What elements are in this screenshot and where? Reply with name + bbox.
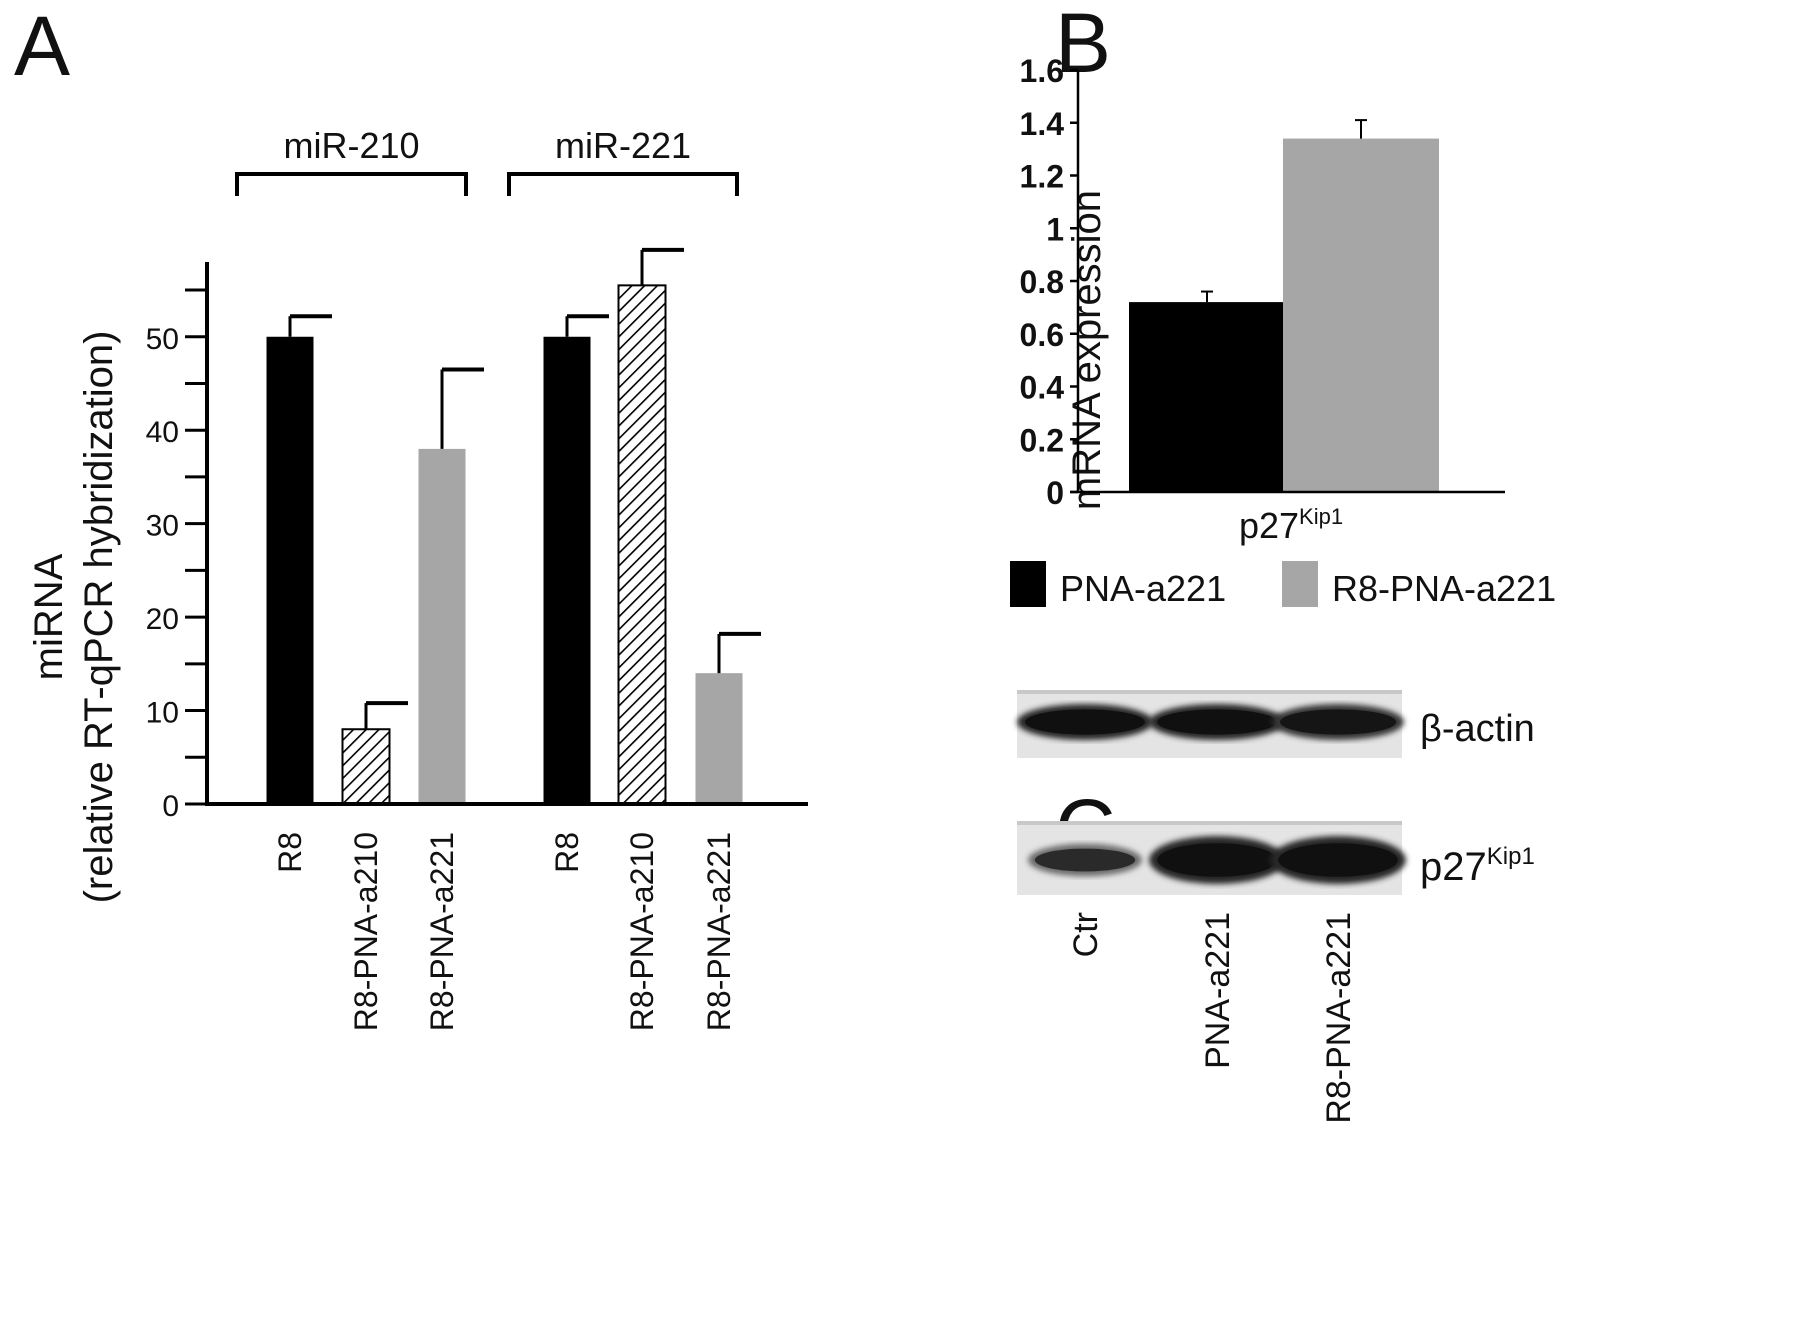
panel-b-y-tick-label: 0.2: [1020, 422, 1064, 458]
blot-lane-label: R8-PNA-a221: [1320, 912, 1358, 1124]
panel-b-y-tick-label: 1.2: [1020, 159, 1064, 195]
panel-a-ylabel-line1: miRNA: [27, 553, 71, 680]
panel-a-category-label: R8-PNA-a210: [348, 832, 384, 1031]
panel-a-bar: [418, 448, 466, 804]
panel-a-bar: [266, 336, 314, 804]
panel-b-y-tick-label: 0.4: [1020, 370, 1065, 406]
panel-b-y-tick-label: 1.6: [1020, 53, 1064, 89]
panel-a-y-tick-label: 50: [146, 323, 179, 356]
panel-a-group-label: miR-221: [555, 125, 691, 166]
panel-b-y-tick-label: 1.4: [1020, 106, 1065, 142]
blot-label-p27: p27Kip1: [1420, 843, 1535, 889]
panel-a-bar: [617, 284, 667, 805]
panel-a-category-label: R8: [549, 832, 585, 873]
blot-band-core: [1034, 848, 1136, 872]
panel-b-y-tick-label: 0.6: [1020, 317, 1064, 353]
panel-b-legend-swatch: [1010, 561, 1046, 607]
panel-a-bar: [543, 336, 591, 804]
panel-b-y-tick-label: 0.8: [1020, 264, 1064, 300]
panel-b-legend-label: PNA-a221: [1060, 568, 1226, 609]
blot-label-beta-actin: β-actin: [1420, 708, 1535, 750]
blot-lane-label: Ctr: [1067, 912, 1105, 957]
panel-c-blot: β-actin p27Kip1 Ctr PNA-a221 R8-PNA-a221: [1017, 690, 1535, 1124]
panel-b-chart: mRNA expression 00.20.40.60.811.21.41.6 …: [1010, 53, 1556, 609]
blot-lane-label: PNA-a221: [1199, 912, 1237, 1069]
panel-a-y-tick-label: 40: [146, 416, 179, 449]
panel-b-bar: [1129, 302, 1285, 492]
panel-b-y-tick-label: 1: [1046, 211, 1064, 247]
panel-a-category-label: R8: [272, 832, 308, 873]
blot-band-core: [1157, 843, 1277, 877]
panel-a-y-tick-label: 0: [162, 790, 179, 823]
blot-strip-edge: [1017, 821, 1402, 825]
panel-letter-a: A: [14, 0, 70, 93]
panel-b-legend-swatch: [1282, 561, 1318, 607]
panel-b-legend-label: R8-PNA-a221: [1332, 568, 1556, 609]
panel-a-ylabel-line2: (relative RT-qPCR hybridization): [77, 331, 121, 904]
panel-a-y-tick-label: 10: [146, 697, 179, 730]
blot-strip-edge: [1017, 690, 1402, 694]
panel-b-y-tick-label: 0: [1046, 475, 1064, 511]
panel-a-category-label: R8-PNA-a221: [424, 832, 460, 1031]
blot-band-core: [1157, 709, 1277, 735]
panel-a-chart: miRNA (relative RT-qPCR hybridization) 0…: [27, 125, 808, 1031]
panel-letter-b: B: [1055, 0, 1111, 90]
blot-band-core: [1025, 709, 1145, 735]
blot-band-core: [1279, 709, 1397, 735]
panel-b-bar: [1283, 138, 1439, 492]
panel-a-group-label: miR-210: [283, 125, 419, 166]
panel-b-ylabel: mRNA expression: [1065, 190, 1109, 510]
panel-b-category-label: p27Kip1: [1239, 504, 1343, 546]
panel-a-bar: [695, 673, 743, 804]
panel-a-category-label: R8-PNA-a221: [701, 832, 737, 1031]
panel-a-y-tick-label: 20: [146, 603, 179, 636]
panel-a-y-tick-label: 30: [146, 510, 179, 543]
panel-a-group-bracket: [507, 172, 739, 196]
blot-band-core: [1278, 843, 1398, 877]
panel-a-bar: [341, 728, 391, 806]
panel-a-category-label: R8-PNA-a210: [624, 832, 660, 1031]
panel-a-group-bracket: [235, 172, 468, 196]
